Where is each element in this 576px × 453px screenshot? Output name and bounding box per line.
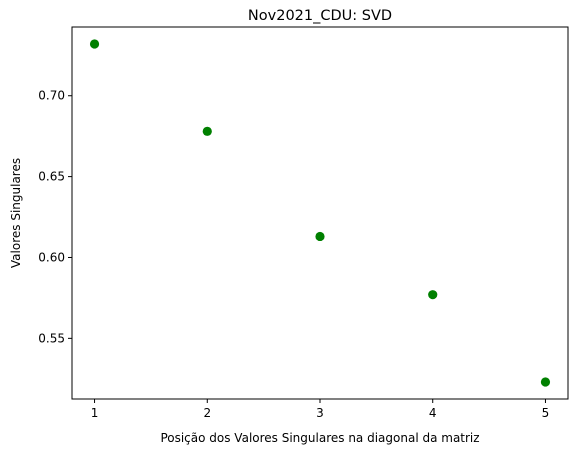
data-point	[315, 231, 325, 242]
x-axis-label: Posição dos Valores Singulares na diagon…	[160, 431, 479, 445]
data-point	[89, 39, 100, 49]
y-axis-ticks: 0.55 0.60 0.65 0.70	[38, 89, 72, 345]
y-tick-label: 0.70	[38, 89, 65, 103]
x-tick-label: 1	[91, 406, 99, 420]
y-axis-label: Valores Singulares	[9, 158, 23, 268]
y-tick-label: 0.60	[38, 250, 65, 264]
plot-area	[71, 26, 569, 400]
x-tick-label: 2	[203, 406, 211, 420]
x-tick-label: 4	[429, 406, 437, 420]
y-tick-label: 0.65	[38, 170, 65, 184]
x-tick-label: 5	[542, 406, 550, 420]
data-point	[428, 290, 438, 300]
y-tick-label: 0.55	[38, 331, 65, 345]
data-points	[89, 39, 551, 387]
chart-title: Nov2021_CDU: SVD	[248, 8, 392, 24]
x-axis-ticks: 1 2 3 4 5	[91, 399, 550, 420]
x-tick-label: 3	[316, 406, 324, 420]
data-point	[540, 377, 551, 387]
data-point	[202, 126, 212, 136]
